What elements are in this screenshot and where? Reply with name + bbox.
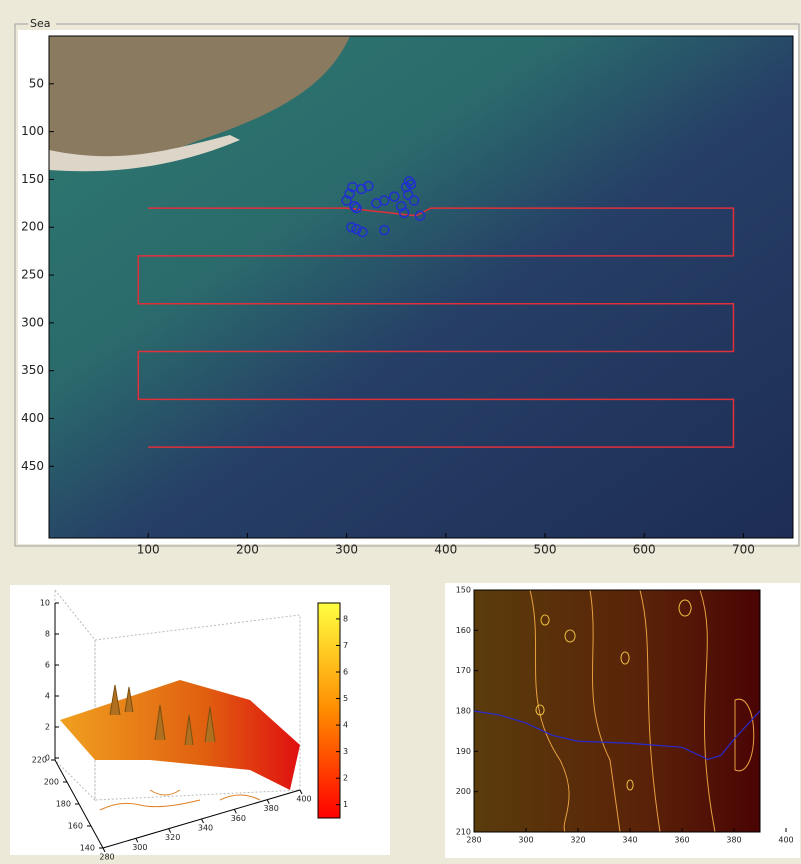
colorbar-tick-label: 4 <box>343 721 348 730</box>
x-tick-label: 320 <box>165 833 180 842</box>
x-tick-label: 280 <box>466 836 481 845</box>
y-tick-label: 300 <box>21 315 44 329</box>
x-tick-label: 400 <box>778 836 793 845</box>
panel-title: Sea <box>30 17 51 30</box>
x-tick-label: 360 <box>674 836 689 845</box>
z-tick-label: 8 <box>45 630 50 639</box>
x-tick-label: 200 <box>236 543 259 557</box>
colorbar-tick-label: 6 <box>343 668 348 677</box>
y-tick-label: 400 <box>21 411 44 425</box>
colorbar-tick-label: 8 <box>343 614 348 623</box>
x-tick-label: 500 <box>534 543 557 557</box>
z-tick-label: 4 <box>45 692 50 701</box>
y-tick-label: 450 <box>21 459 44 473</box>
y-tick-label: 170 <box>456 666 471 675</box>
y-tick-label: 250 <box>21 268 44 282</box>
y-tick-label: 180 <box>456 707 471 716</box>
y-tick-label: 160 <box>456 626 471 635</box>
contour-image <box>474 590 760 832</box>
x-tick-label: 600 <box>633 543 656 557</box>
x-tick-label: 360 <box>231 814 246 823</box>
y-tick-label: 50 <box>29 76 44 90</box>
y-tick-label: 210 <box>456 828 471 837</box>
x-tick-label: 320 <box>570 836 585 845</box>
x-tick-label: 280 <box>99 853 114 862</box>
z-tick-label: 10 <box>40 599 50 608</box>
y-tick-label: 220 <box>32 756 47 765</box>
colorbar-tick-label: 3 <box>343 747 348 756</box>
y-tick-label: 200 <box>456 787 471 796</box>
y-tick-label: 140 <box>80 844 95 853</box>
colorbar <box>318 603 340 818</box>
y-tick-label: 100 <box>21 124 44 138</box>
surface-figure: 0246810280300320340360380400140160180200… <box>10 585 390 862</box>
x-tick-label: 300 <box>335 543 358 557</box>
screen: Sea 024681028030032034036038040014016018… <box>0 0 801 864</box>
x-tick-label: 300 <box>132 843 147 852</box>
y-tick-label: 200 <box>21 220 44 234</box>
x-tick-label: 340 <box>198 824 213 833</box>
x-tick-label: 340 <box>622 836 637 845</box>
app: Sea 024681028030032034036038040014016018… <box>0 0 801 864</box>
x-tick-label: 380 <box>726 836 741 845</box>
z-tick-label: 2 <box>45 723 50 732</box>
y-tick-label: 350 <box>21 363 44 377</box>
z-tick-label: 6 <box>45 661 50 670</box>
contour-figure: 280 300 320 340 360 380 400 150 160 170 180 190 200 2… <box>445 583 800 858</box>
x-tick-label: 380 <box>264 804 279 813</box>
y-tick-label: 160 <box>68 822 83 831</box>
colorbar-tick-label: 2 <box>343 774 348 783</box>
x-tick-label: 700 <box>732 543 755 557</box>
x-tick-label: 400 <box>296 795 311 804</box>
x-tick-label: 300 <box>518 836 533 845</box>
y-tick-label: 150 <box>456 586 471 595</box>
colorbar-tick-label: 1 <box>343 800 348 809</box>
colorbar-tick-label: 5 <box>343 694 348 703</box>
x-tick-label: 400 <box>434 543 457 557</box>
x-tick-label: 100 <box>137 543 160 557</box>
y-tick-label: 200 <box>44 778 59 787</box>
y-tick-label: 190 <box>456 747 471 756</box>
y-tick-label: 180 <box>56 800 71 809</box>
y-tick-label: 150 <box>21 172 44 186</box>
colorbar-tick-label: 7 <box>343 641 348 650</box>
